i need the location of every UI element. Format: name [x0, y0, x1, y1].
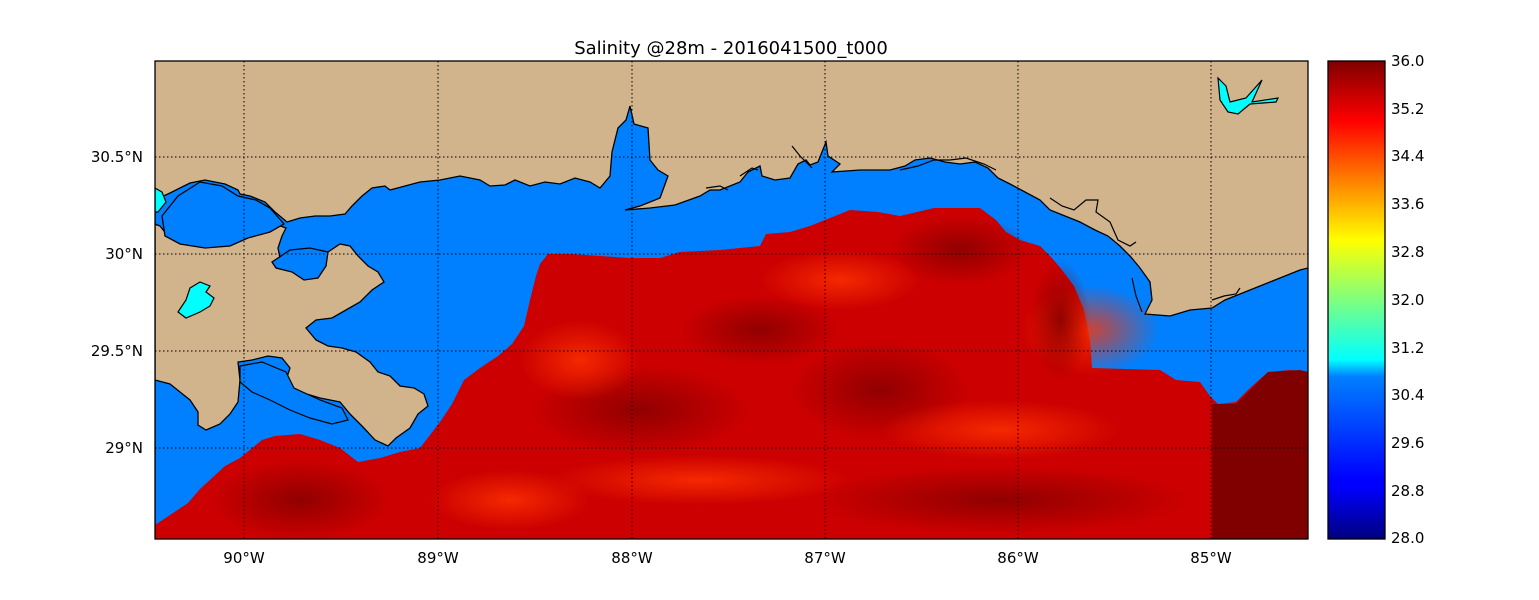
colorbar-tick-label: 28.8	[1391, 482, 1424, 500]
colorbar-tick-label: 34.4	[1391, 147, 1424, 165]
gridlines	[155, 61, 1308, 539]
x-tick-label: 90°W	[223, 549, 265, 567]
x-tick-label: 85°W	[1190, 549, 1232, 567]
louisiana-delta-land	[155, 215, 429, 447]
coastline-details	[705, 145, 1241, 313]
colorbar-tick-label: 36.0	[1391, 52, 1424, 70]
y-axis-labels: 30.5°N 30°N 29.5°N 29°N	[91, 148, 143, 457]
x-axis-labels: 90°W 89°W 88°W 87°W 86°W 85°W	[223, 549, 1232, 567]
colorbar-tick-label: 32.8	[1391, 243, 1424, 261]
colorbar-tick-label: 35.2	[1391, 100, 1424, 118]
y-tick-label: 29.5°N	[91, 342, 143, 360]
inland-lake-3	[1217, 76, 1280, 115]
high-salinity-east-top	[1212, 370, 1308, 410]
barataria-bay	[239, 361, 349, 425]
y-tick-label: 30.5°N	[91, 148, 143, 166]
colorbar-labels: 36.0 35.2 34.4 33.6 32.8 32.0 31.2 30.4 …	[1391, 52, 1424, 547]
colorbar-tick-label: 28.0	[1391, 529, 1424, 547]
salinity-texture	[210, 215, 1190, 539]
high-salinity-east	[1212, 404, 1308, 539]
lake-borgne	[271, 247, 329, 281]
x-tick-label: 86°W	[997, 549, 1039, 567]
y-tick-label: 30°N	[105, 245, 143, 263]
x-tick-label: 87°W	[804, 549, 846, 567]
y-tick-label: 29°N	[105, 439, 143, 457]
colorbar	[1327, 60, 1386, 540]
map-frame	[154, 60, 1309, 540]
colorbar-tick-label: 33.6	[1391, 195, 1424, 213]
colorbar-tick-label: 30.4	[1391, 386, 1424, 404]
inland-lake-1	[177, 281, 215, 319]
colorbar-tick-label: 29.6	[1391, 434, 1424, 452]
x-tick-label: 89°W	[417, 549, 459, 567]
x-tick-label: 88°W	[611, 549, 653, 567]
colorbar-tick-label: 32.0	[1391, 291, 1424, 309]
inland-lake-2	[155, 187, 167, 213]
map-area	[155, 61, 1308, 539]
lake-pontchartrain	[161, 181, 286, 249]
map-title: Salinity @28m - 2016041500_t000	[574, 38, 888, 59]
colorbar-tick-label: 31.2	[1391, 339, 1424, 357]
